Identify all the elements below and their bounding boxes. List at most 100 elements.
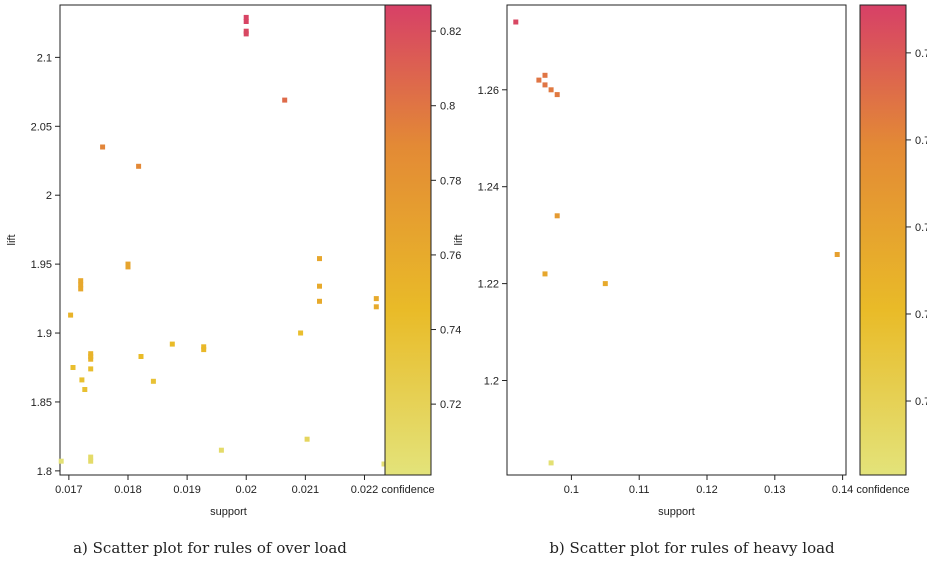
data-point <box>834 252 840 257</box>
x-tick-label: 0.018 <box>114 484 142 496</box>
colorbar <box>384 4 432 476</box>
data-point <box>243 31 249 37</box>
y-axis: 1.2 1.22 1.24 1.26 <box>478 85 507 388</box>
colorbar-tick-label: 0.82 <box>440 26 461 38</box>
y-tick-label: 2 <box>46 190 52 202</box>
data-point <box>68 312 74 318</box>
x-axis: 0.017 0.018 0.019 0.02 0.021 0.022 <box>55 475 378 496</box>
data-point <box>548 87 554 93</box>
colorbar-tick-label: 0.71 <box>915 396 927 408</box>
x-axis: 0.1 0.11 0.12 0.13 0.14 <box>564 475 853 496</box>
data-point <box>513 19 519 25</box>
x-tick-label: 0.11 <box>629 484 650 496</box>
figure-caption: a) Scatter plot for rules of over load <box>73 539 347 557</box>
data-point <box>536 77 542 83</box>
data-point <box>78 278 84 284</box>
x-tick-label: 0.022 <box>351 484 379 496</box>
x-tick-label: 0.14 <box>832 484 853 496</box>
colorbar <box>859 4 907 476</box>
data-point <box>201 347 207 353</box>
y-tick-label: 1.26 <box>478 85 499 97</box>
x-tick-label: 0.019 <box>173 484 201 496</box>
data-point <box>82 387 88 392</box>
data-point <box>88 354 94 359</box>
colorbar-axis: 0.72 0.74 0.76 0.78 0.8 0.82 <box>431 26 461 411</box>
data-point <box>70 365 76 370</box>
colorbar-label: confidence <box>381 484 434 496</box>
x-tick-label: 0.13 <box>764 484 785 496</box>
y-tick-label: 1.95 <box>31 259 52 271</box>
colorbar-tick-label: 0.72 <box>915 309 927 321</box>
data-point <box>548 460 554 466</box>
x-tick-label: 0.02 <box>236 484 257 496</box>
data-point <box>169 341 175 347</box>
data-point <box>243 14 249 20</box>
x-axis-label: support <box>210 506 247 518</box>
data-point <box>282 97 288 103</box>
x-tick-label: 0.017 <box>55 484 83 496</box>
data-point <box>317 283 322 289</box>
data-point <box>542 72 548 78</box>
figure-caption: b) Scatter plot for rules of heavy load <box>549 539 835 557</box>
colorbar-tick-label: 0.78 <box>440 175 461 187</box>
x-tick-label: 0.021 <box>292 484 320 496</box>
y-tick-label: 1.9 <box>37 328 52 340</box>
data-point <box>88 366 94 372</box>
x-axis-label: support <box>658 506 695 518</box>
colorbar-tick-label: 0.74 <box>440 325 461 337</box>
plot-area <box>59 4 398 476</box>
data-point <box>125 264 131 270</box>
colorbar-tick-label: 0.75 <box>915 48 927 60</box>
data-point <box>79 377 85 383</box>
data-point <box>88 454 94 460</box>
data-point <box>218 447 224 453</box>
data-point <box>125 261 131 267</box>
data-point <box>88 458 94 464</box>
y-tick-label: 1.22 <box>478 279 499 291</box>
colorbar-label: confidence <box>856 484 909 496</box>
data-point <box>542 82 548 88</box>
y-tick-label: 2.1 <box>37 52 52 64</box>
data-points <box>513 19 840 466</box>
data-point <box>373 296 379 302</box>
y-axis-label: lift <box>6 235 18 246</box>
data-point <box>381 461 387 467</box>
chart-panel-heavy-load: 0.1 0.11 0.12 0.13 0.14 1.2 1.22 1.24 1.26 supp… <box>453 4 927 557</box>
y-tick-label: 2.05 <box>31 121 52 133</box>
data-point <box>602 281 608 287</box>
data-point <box>243 28 249 34</box>
x-tick-label: 0.1 <box>564 484 579 496</box>
data-point <box>201 344 207 350</box>
data-point <box>304 436 310 442</box>
x-tick-label: 0.12 <box>696 484 717 496</box>
data-point <box>542 271 548 277</box>
y-axis: 1.8 1.85 1.9 1.95 2 2.05 2.1 <box>31 52 60 478</box>
data-point <box>136 163 142 169</box>
data-point <box>554 213 560 219</box>
data-point <box>317 256 322 262</box>
data-point <box>88 351 94 357</box>
data-point <box>138 354 144 359</box>
colorbar-tick-label: 0.73 <box>915 222 927 234</box>
data-point <box>298 330 304 336</box>
data-point <box>317 298 322 304</box>
data-point <box>554 92 560 98</box>
data-point <box>78 282 84 288</box>
colorbar-tick-label: 0.72 <box>440 399 461 411</box>
y-tick-label: 1.2 <box>484 376 499 388</box>
data-point <box>243 19 249 24</box>
data-point <box>58 458 64 464</box>
colorbar-axis: 0.71 0.72 0.73 0.74 0.75 <box>906 48 927 408</box>
y-tick-label: 1.85 <box>31 397 52 409</box>
colorbar-tick-label: 0.76 <box>440 250 461 262</box>
data-point <box>78 286 84 292</box>
colorbar-tick-label: 0.8 <box>440 101 455 113</box>
y-tick-label: 1.24 <box>478 182 499 194</box>
data-point <box>373 304 379 310</box>
data-points <box>58 14 395 467</box>
chart-panel-over-load: 0.017 0.018 0.019 0.02 0.021 0.022 1.8 1.85 1.9… <box>6 4 461 557</box>
y-tick-label: 1.8 <box>37 466 52 478</box>
plot-area <box>506 4 847 476</box>
data-point <box>150 378 156 384</box>
